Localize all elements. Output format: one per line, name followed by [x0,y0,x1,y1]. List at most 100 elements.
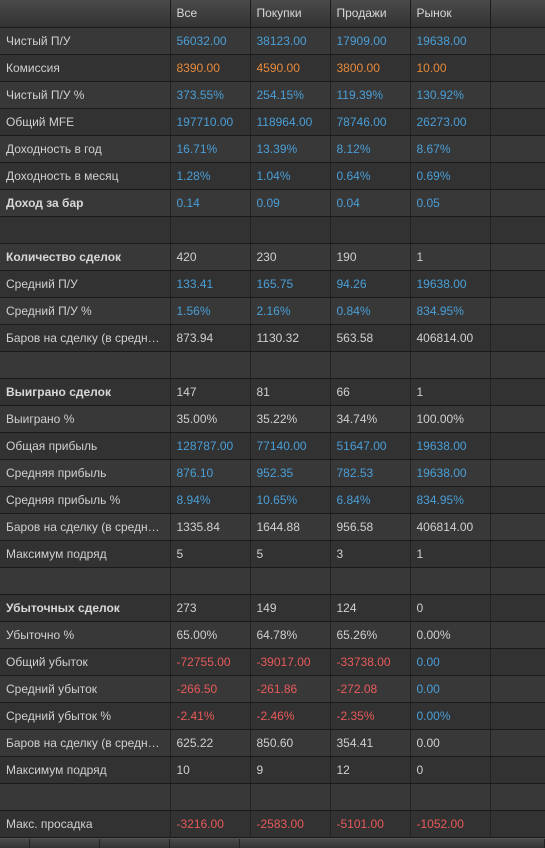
table-row: Чистый П/У56032.0038123.0017909.0019638.… [0,27,545,54]
value-cell: 1 [410,540,490,567]
value-cell: -272.08 [330,675,410,702]
empty-cell [490,783,545,810]
value-cell: 197710.00 [170,108,250,135]
row-label: Комиссия [0,54,170,81]
value-cell: 19638.00 [410,270,490,297]
value-cell: 0.09 [250,189,330,216]
value-cell: 78746.00 [330,108,410,135]
value-cell: 128787.00 [170,432,250,459]
spacer-cell [490,702,545,729]
value-cell: 0.69% [410,162,490,189]
table-row: Баров на сделку (в среднем)873.941130.32… [0,324,545,351]
value-cell: 5 [170,540,250,567]
row-label: Чистый П/У [0,27,170,54]
table-row: Доход за бар0.140.090.040.05 [0,189,545,216]
spacer-cell [490,54,545,81]
row-label: Средний П/У % [0,297,170,324]
header-all[interactable]: Все [170,0,250,27]
value-cell: 956.58 [330,513,410,540]
value-cell: -2.46% [250,702,330,729]
value-cell: 64.78% [250,621,330,648]
spacer-cell [490,135,545,162]
empty-cell [410,216,490,243]
header-market[interactable]: Рынок [410,0,490,27]
table-row: Убыточных сделок2731491240 [0,594,545,621]
table-row: Выиграно %35.00%35.22%34.74%100.00% [0,405,545,432]
header-sells[interactable]: Продажи [330,0,410,27]
table-row: Средняя прибыль %8.94%10.65%6.84%834.95% [0,486,545,513]
table-row: Средний П/У %1.56%2.16%0.84%834.95% [0,297,545,324]
row-label: Доходность в месяц [0,162,170,189]
table-row: Убыточно %65.00%64.78%65.26%0.00% [0,621,545,648]
value-cell: 420 [170,243,250,270]
spacer-cell [490,459,545,486]
value-cell: 94.26 [330,270,410,297]
value-cell: 8.12% [330,135,410,162]
value-cell: 124 [330,594,410,621]
value-cell: 147 [170,378,250,405]
row-label: Средняя прибыль [0,459,170,486]
header-buys[interactable]: Покупки [250,0,330,27]
spacer-cell [490,540,545,567]
empty-cell [170,216,250,243]
empty-cell [250,351,330,378]
value-cell: 149 [250,594,330,621]
header-label-col[interactable] [0,0,170,27]
table-row: Баров на сделку (в среднем)1335.841644.8… [0,513,545,540]
value-cell: 130.92% [410,81,490,108]
value-cell: 17909.00 [330,27,410,54]
value-cell: 1335.84 [170,513,250,540]
value-cell: 0.00 [410,675,490,702]
value-cell: 19638.00 [410,27,490,54]
value-cell: -5101.00 [330,810,410,837]
value-cell: 56032.00 [170,27,250,54]
value-cell: 273 [170,594,250,621]
row-label: Баров на сделку (в среднем) [0,324,170,351]
spacer-cell [490,243,545,270]
spacer-cell [490,729,545,756]
empty-cell [410,783,490,810]
table-row: Баров на сделку (в среднем)625.22850.603… [0,729,545,756]
value-cell: 1.28% [170,162,250,189]
value-cell: 0 [410,594,490,621]
value-cell: 850.60 [250,729,330,756]
value-cell: 66 [330,378,410,405]
spacer-cell [490,405,545,432]
value-cell: 165.75 [250,270,330,297]
value-cell: -1052.00 [410,810,490,837]
value-cell: 625.22 [170,729,250,756]
spacer-cell [490,513,545,540]
spacer-cell [490,108,545,135]
value-cell: -2583.00 [250,810,330,837]
row-label: Количество сделок [0,243,170,270]
value-cell: 0.05 [410,189,490,216]
value-cell: 406814.00 [410,324,490,351]
row-label: Максимум подряд [0,756,170,783]
spacer-cell [490,648,545,675]
row-label: Общий убыток [0,648,170,675]
empty-cell [170,567,250,594]
row-label: Общий MFE [0,108,170,135]
table-row: Доходность в месяц1.28%1.04%0.64%0.69% [0,162,545,189]
table-row [0,351,545,378]
value-cell: 51647.00 [330,432,410,459]
table-row [0,783,545,810]
empty-cell [250,783,330,810]
value-cell: 13.39% [250,135,330,162]
spacer-cell [490,162,545,189]
spacer-cell [490,27,545,54]
empty-cell [330,567,410,594]
value-cell: 0.00 [410,729,490,756]
spacer-cell [490,324,545,351]
value-cell: -2.35% [330,702,410,729]
value-cell: 3 [330,540,410,567]
row-label: Убыточных сделок [0,594,170,621]
value-cell: 19638.00 [410,432,490,459]
table-row: Общий MFE197710.00118964.0078746.0026273… [0,108,545,135]
row-label: Доходность в год [0,135,170,162]
row-label: Максимум подряд [0,540,170,567]
spacer-cell [490,189,545,216]
table-row: Макс. просадка-3216.00-2583.00-5101.00-1… [0,810,545,837]
value-cell: 1 [410,243,490,270]
row-label: Баров на сделку (в среднем) [0,513,170,540]
